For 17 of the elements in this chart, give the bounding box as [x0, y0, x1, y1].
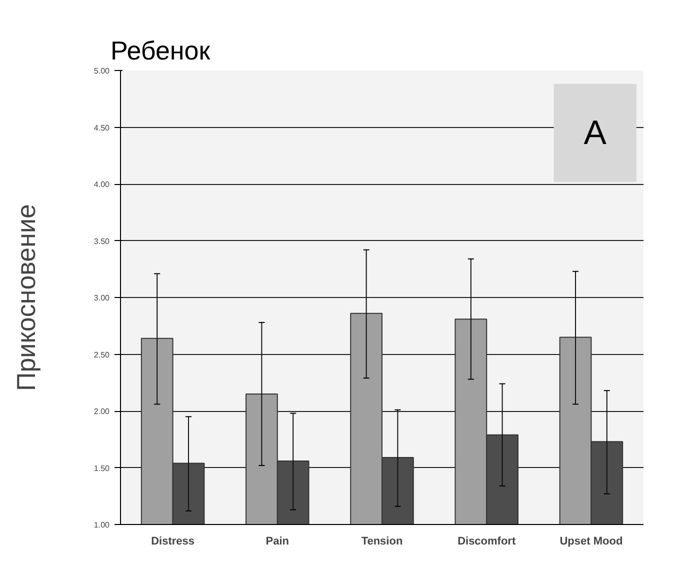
y-tick-label: 1.00	[94, 520, 110, 530]
annotation: A	[584, 114, 607, 152]
y-tick-label: 3.50	[94, 236, 110, 246]
y-tick-label: 2.00	[94, 407, 110, 416]
y-axis-title: Прикосновение	[10, 204, 41, 391]
y-tick-label: 4.00	[94, 180, 110, 189]
x-tick-label: Discomfort	[458, 536, 516, 548]
y-tick-label: 3.00	[94, 294, 110, 302]
y-tick-label: 2.50	[94, 350, 110, 360]
x-tick-label: Tension	[361, 536, 403, 548]
x-tick-label: Distress	[151, 536, 195, 548]
y-tick-label: 4.50	[94, 123, 110, 132]
chart-title: Ребенок	[110, 36, 211, 66]
x-tick-label: Upset Mood	[560, 536, 623, 548]
y-tick-label: 5.00	[94, 66, 110, 76]
x-tick-label: Pain	[266, 536, 290, 548]
y-tick-label: 1.50	[94, 464, 110, 473]
